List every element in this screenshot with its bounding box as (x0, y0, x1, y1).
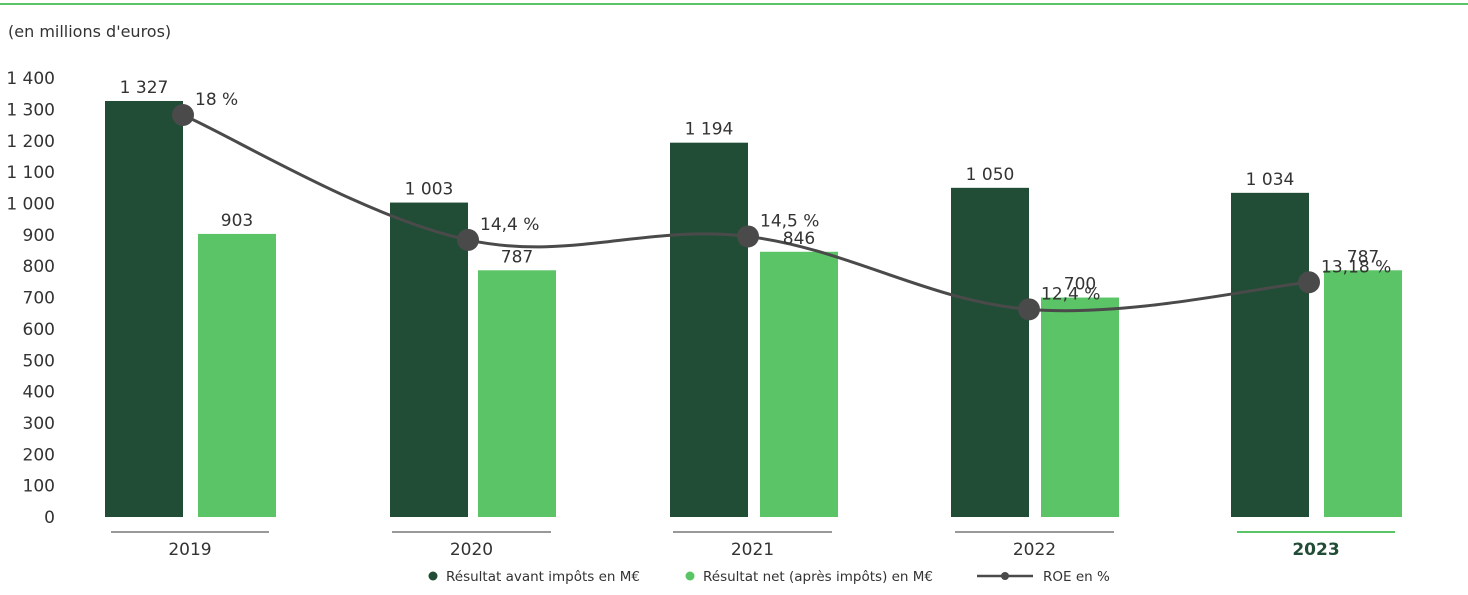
bar-pre-tax-2022 (951, 187, 1029, 517)
roe-label: 18 % (195, 90, 238, 110)
category-label: 2022 (1013, 540, 1056, 560)
legend-marker-roe-dot (1001, 572, 1009, 580)
category-label: 2019 (168, 540, 211, 560)
bar-pre-tax-label: 1 194 (685, 120, 734, 140)
bar-pre-tax-label: 1 034 (1246, 170, 1295, 190)
bar-pre-tax-label: 1 050 (966, 165, 1015, 185)
bar-pre-tax-2023 (1231, 192, 1309, 517)
legend-label: Résultat avant impôts en M€ (446, 569, 640, 585)
y-tick-label: 1 400 (6, 69, 55, 89)
y-tick-label: 800 (23, 257, 55, 277)
legend-label: ROE en % (1043, 569, 1110, 585)
legend-label: Résultat net (après impôts) en M€ (703, 569, 933, 585)
bar-pre-tax-2021 (670, 142, 748, 517)
y-tick-label: 300 (23, 414, 55, 434)
category-label: 2023 (1292, 540, 1339, 560)
bar-net-label: 700 (1064, 275, 1096, 295)
legend-marker-pre-tax (428, 571, 438, 581)
roe-label: 14,4 % (480, 215, 539, 235)
bar-net-2022 (1041, 297, 1119, 517)
category-label: 2021 (731, 540, 774, 560)
roe-label: 14,5 % (760, 211, 819, 231)
roe-point-2023 (1298, 271, 1320, 294)
y-tick-label: 700 (23, 289, 55, 309)
y-tick-label: 200 (23, 445, 55, 465)
category-label: 2020 (450, 540, 493, 560)
roe-point-2022 (1018, 298, 1040, 321)
bar-pre-tax-2020 (390, 202, 468, 517)
roe-point-2020 (457, 228, 479, 251)
bar-net-2019 (198, 233, 276, 518)
y-tick-label: 500 (23, 351, 55, 371)
roe-label: 12,4 % (1041, 284, 1100, 304)
bar-net-label: 846 (783, 229, 815, 249)
y-tick-label: 1 200 (6, 132, 55, 152)
bar-pre-tax-2019 (105, 100, 183, 517)
y-tick-label: 1 000 (6, 195, 55, 215)
y-tick-label: 600 (23, 320, 55, 340)
bar-pre-tax-label: 1 003 (405, 180, 454, 200)
bar-net-2023 (1324, 270, 1402, 517)
unit-label: (en millions d'euros) (8, 22, 171, 41)
bar-pre-tax-label: 1 327 (120, 78, 169, 98)
y-tick-label: 100 (23, 477, 55, 497)
bar-net-2021 (760, 251, 838, 518)
bar-net-label: 903 (221, 211, 253, 231)
roe-point-2019 (172, 104, 194, 126)
roe-point-2021 (737, 225, 759, 248)
y-tick-label: 400 (23, 383, 55, 403)
y-tick-label: 0 (44, 508, 55, 528)
y-tick-label: 1 100 (6, 163, 55, 183)
y-tick-label: 900 (23, 226, 55, 246)
legend-marker-net (685, 571, 695, 581)
bar-net-label: 787 (1347, 247, 1379, 267)
roe-label: 13,18 % (1321, 257, 1391, 277)
bar-net-2020 (478, 270, 556, 517)
bar-net-label: 787 (501, 247, 533, 267)
y-tick-label: 1 300 (6, 100, 55, 120)
